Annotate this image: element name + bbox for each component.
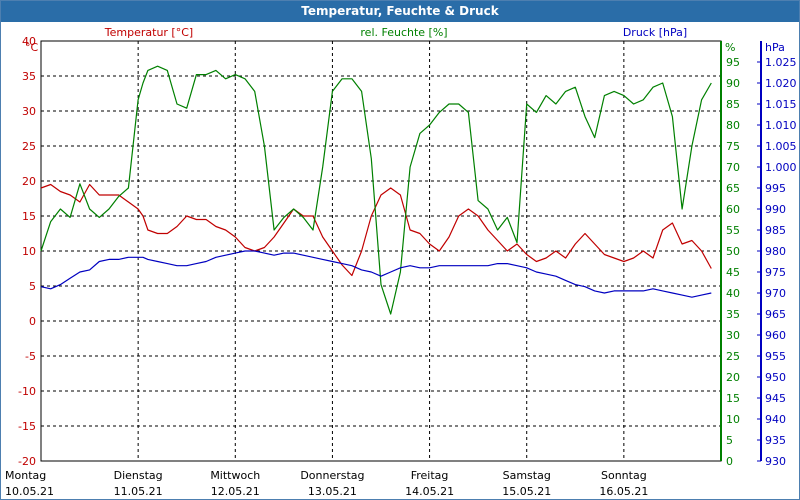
pressure-tick-label: 985 <box>765 224 786 237</box>
humidity-tick-label: 15 <box>726 392 740 405</box>
temperature-tick-label: 25 <box>22 140 36 153</box>
pressure-tick-label: 1.025 <box>765 56 797 69</box>
humidity-tick-label: 0 <box>726 455 733 468</box>
x-tick-day: Donnerstag <box>300 469 364 482</box>
pressure-tick-label: 940 <box>765 413 786 426</box>
pressure-unit: hPa <box>765 41 785 54</box>
pressure-tick-label: 950 <box>765 371 786 384</box>
temperature-tick-label: -15 <box>18 420 36 433</box>
humidity-tick-label: 35 <box>726 308 740 321</box>
pressure-tick-label: 1.000 <box>765 161 797 174</box>
temperature-tick-label: 15 <box>22 210 36 223</box>
pressure-line <box>40 250 712 298</box>
x-tick-date: 14.05.21 <box>405 485 454 498</box>
humidity-tick-label: 50 <box>726 245 740 258</box>
temperature-tick-label: -10 <box>18 385 36 398</box>
pressure-tick-label: 1.015 <box>765 98 797 111</box>
x-tick-day: Montag <box>5 469 46 482</box>
humidity-tick-label: 75 <box>726 140 740 153</box>
humidity-tick-label: 45 <box>726 266 740 279</box>
pressure-tick-label: 995 <box>765 182 786 195</box>
temperature-line <box>40 183 712 277</box>
humidity-line <box>40 65 712 315</box>
pressure-tick-label: 980 <box>765 245 786 258</box>
pressure-tick-label: 975 <box>765 266 786 279</box>
humidity-tick-label: 80 <box>726 119 740 132</box>
humidity-tick-label: 40 <box>726 287 740 300</box>
humidity-tick-label: 20 <box>726 371 740 384</box>
humidity-tick-label: 55 <box>726 224 740 237</box>
pressure-tick-label: 945 <box>765 392 786 405</box>
temperature-tick-label: 30 <box>22 105 36 118</box>
pressure-tick-label: 1.010 <box>765 119 797 132</box>
pressure-tick-label: 965 <box>765 308 786 321</box>
humidity-tick-label: 95 <box>726 56 740 69</box>
x-tick-date: 15.05.21 <box>502 485 551 498</box>
pressure-tick-label: 990 <box>765 203 786 216</box>
pressure-tick-label: 935 <box>765 434 786 447</box>
x-tick-day: Samstag <box>503 469 551 482</box>
x-tick-date: 13.05.21 <box>308 485 357 498</box>
humidity-tick-label: 70 <box>726 161 740 174</box>
temperature-tick-label: 35 <box>22 70 36 83</box>
humidity-unit: % <box>725 41 735 54</box>
pressure-tick-label: 1.020 <box>765 77 797 90</box>
temperature-tick-label: 0 <box>29 315 36 328</box>
window-title: Temperatur, Feuchte & Druck <box>1 1 799 22</box>
pressure-tick-label: 960 <box>765 329 786 342</box>
pressure-tick-label: 1.005 <box>765 140 797 153</box>
x-tick-day: Dienstag <box>114 469 163 482</box>
x-tick-day: Freitag <box>411 469 449 482</box>
temperature-tick-label: -20 <box>18 455 36 468</box>
x-tick-day: Sonntag <box>601 469 647 482</box>
pressure-tick-label: 955 <box>765 350 786 363</box>
x-tick-date: 10.05.21 <box>5 485 54 498</box>
temperature-tick-label: -5 <box>25 350 36 363</box>
x-tick-date: 11.05.21 <box>114 485 163 498</box>
humidity-tick-label: 85 <box>726 98 740 111</box>
humidity-tick-label: 25 <box>726 350 740 363</box>
pressure-tick-label: 930 <box>765 455 786 468</box>
temperature-tick-label: 20 <box>22 175 36 188</box>
temperature-unit: °C <box>25 41 39 54</box>
x-tick-day: Mittwoch <box>210 469 260 482</box>
humidity-tick-label: 65 <box>726 182 740 195</box>
temperature-tick-label: 5 <box>29 280 36 293</box>
temperature-tick-label: 10 <box>22 245 36 258</box>
temperature-tick-label: 40 <box>22 35 36 48</box>
pressure-tick-label: 970 <box>765 287 786 300</box>
pressure-axis-label: Druck [hPa] <box>623 26 687 39</box>
temperature-axis-label: Temperatur [°C] <box>104 26 193 39</box>
humidity-tick-label: 90 <box>726 77 740 90</box>
humidity-tick-label: 30 <box>726 329 740 342</box>
humidity-tick-label: 10 <box>726 413 740 426</box>
humidity-tick-label: 60 <box>726 203 740 216</box>
x-tick-date: 12.05.21 <box>211 485 260 498</box>
x-tick-date: 16.05.21 <box>599 485 648 498</box>
humidity-tick-label: 5 <box>726 434 733 447</box>
humidity-axis-label: rel. Feuchte [%] <box>360 26 447 39</box>
